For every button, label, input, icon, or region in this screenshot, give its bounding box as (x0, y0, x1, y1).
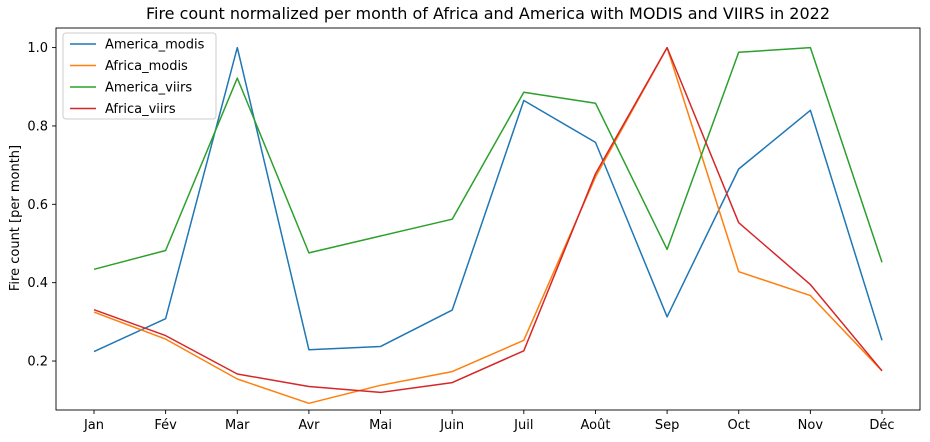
series-line-america-modis (93, 46, 883, 353)
x-tick-label: Juin (439, 418, 464, 433)
legend-label: Africa_viirs (105, 102, 176, 117)
legend-label: America_modis (105, 38, 205, 53)
x-axis: Jan Fév Mar Avr Mai Juin Juil Août Sep Oct Nov Déc (83, 410, 895, 433)
x-tick-label: Sep (655, 418, 680, 433)
y-tick-label: 0.6 (27, 198, 48, 213)
y-axis-label: Fire count [per month] (8, 145, 23, 291)
legend-label: Africa_modis (105, 59, 188, 74)
series-lines (93, 46, 883, 405)
y-tick-label: 0.8 (27, 119, 48, 134)
chart-title: Fire count normalized per month of Afric… (146, 4, 830, 23)
y-tick-label: 0.2 (27, 355, 48, 370)
series-line-america-viirs (93, 46, 883, 271)
legend-label: America_viirs (105, 81, 192, 96)
legend: America_modis Africa_modis America_viirs Af… (62, 32, 217, 120)
x-tick-label: Avr (298, 418, 320, 433)
y-tick-label: 1.0 (27, 41, 48, 56)
series-line-africa-modis (93, 46, 883, 405)
x-tick-label: Août (580, 418, 610, 433)
x-tick-label: Déc (869, 418, 894, 433)
x-tick-label: Oct (727, 418, 749, 433)
x-tick-label: Fév (154, 418, 177, 433)
y-axis: 0.2 0.4 0.6 0.8 1.0 (27, 41, 56, 370)
x-tick-label: Mar (225, 418, 250, 433)
plot-area (55, 27, 921, 411)
series-line-africa-viirs (93, 46, 883, 394)
x-tick-label: Mai (369, 418, 392, 433)
x-tick-label: Nov (798, 418, 824, 433)
x-tick-label: Jan (83, 418, 104, 433)
legend-box (62, 32, 217, 120)
y-tick-label: 0.4 (27, 276, 48, 291)
x-tick-label: Juil (513, 418, 533, 433)
